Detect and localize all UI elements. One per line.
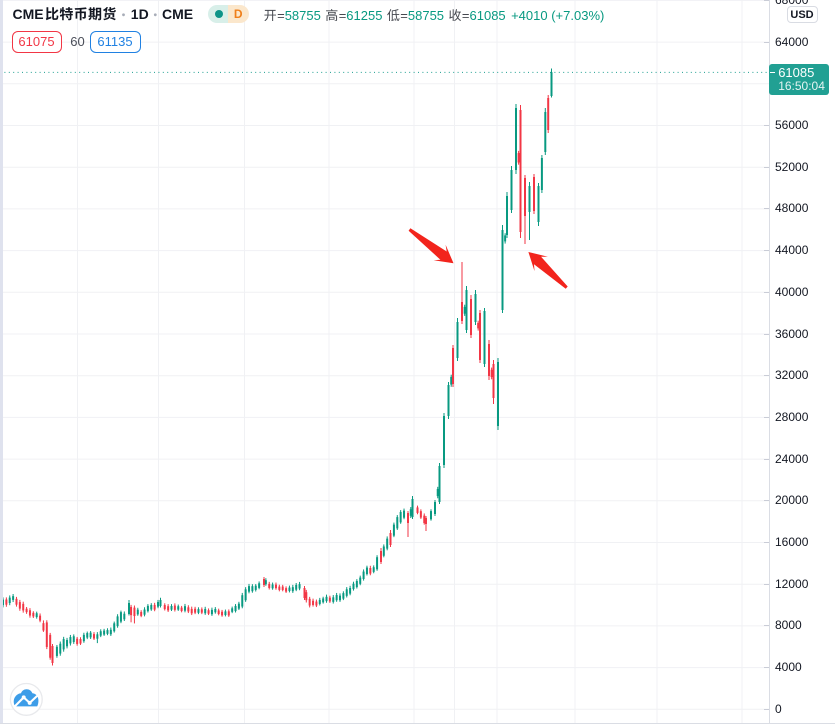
svg-text:58755: 58755 (285, 8, 321, 23)
svg-text:61255: 61255 (346, 8, 382, 23)
svg-text:CME: CME (162, 6, 193, 22)
svg-text:=: = (277, 8, 285, 23)
svg-text:=: = (400, 8, 408, 23)
svg-text:1D: 1D (131, 6, 149, 22)
svg-text:58755: 58755 (408, 8, 444, 23)
svg-text:CME: CME (13, 6, 44, 22)
svg-text:61085: 61085 (470, 8, 506, 23)
svg-text:=: = (339, 8, 347, 23)
svg-text:+4010 (+7.03%): +4010 (+7.03%) (511, 8, 604, 23)
svg-text:=: = (462, 8, 470, 23)
